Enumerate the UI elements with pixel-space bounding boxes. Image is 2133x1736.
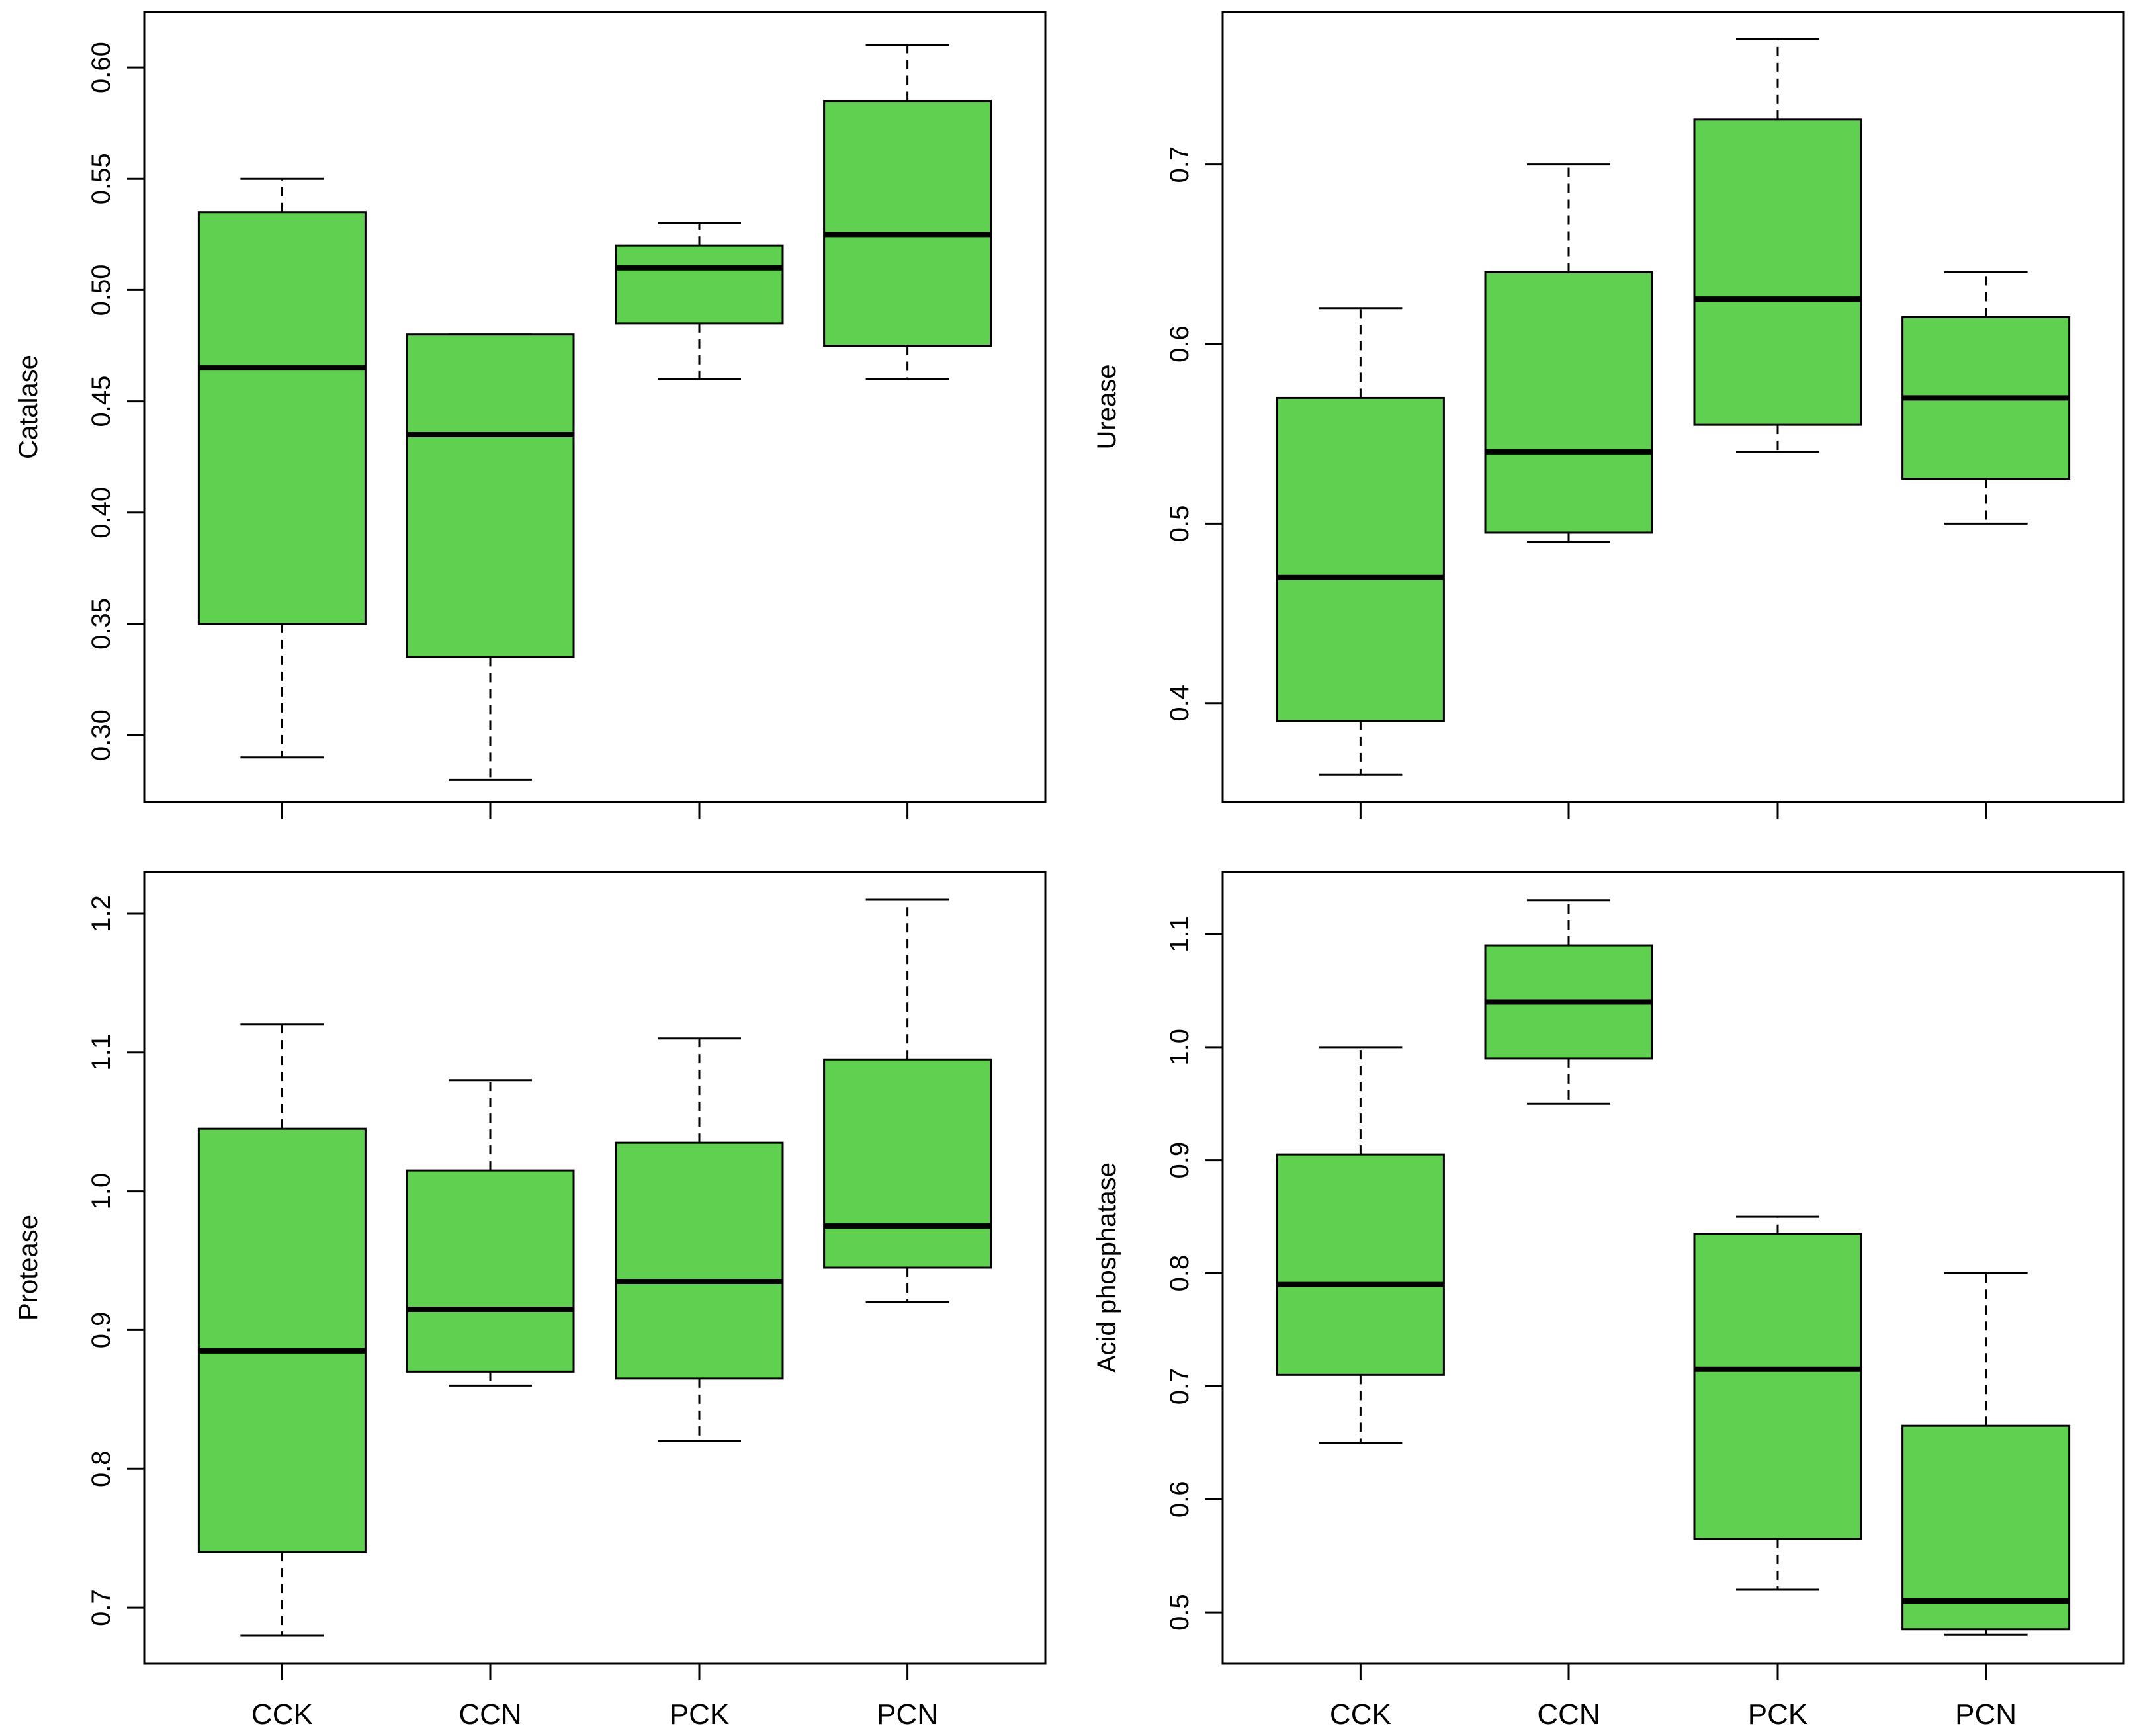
protease-y-axis-label: Protease (14, 1215, 43, 1321)
acid-phosphatase-y-axis-label: Acid phosphatase (1092, 1162, 1121, 1373)
urease-plot-frame (1221, 11, 2125, 803)
catalase-ytick-label: 0.55 (87, 153, 116, 204)
protease-cck-box (197, 1127, 367, 1553)
panel-protease: 0.7 0.8 0.9 1.0 1.1 1.2 Protease CCK CCN PCK PCN (14, 871, 1047, 1731)
protease-ytick-label: 0.7 (87, 1589, 116, 1626)
acid-phosphatase-pck-box (1693, 1233, 1862, 1540)
urease-ccn-box (1484, 271, 1653, 534)
urease-ytick-label: 0.4 (1165, 685, 1194, 722)
acid-phosphatase-ytick-label: 1.0 (1165, 1029, 1194, 1066)
acid-phosphatase-ytick-label: 0.7 (1165, 1368, 1194, 1405)
protease-x-category-label: CCN (458, 1698, 521, 1731)
acid-phosphatase-x-category-label: PCN (1955, 1698, 2017, 1731)
catalase-ytick-label: 0.30 (87, 709, 116, 761)
acid-phosphatase-x-category-label: CCN (1537, 1698, 1600, 1731)
catalase-ytick-label: 0.60 (87, 42, 116, 93)
protease-ytick-label: 1.0 (87, 1173, 116, 1210)
protease-pck-box (615, 1141, 784, 1380)
acid-phosphatase-x-category-label: PCK (1748, 1698, 1807, 1731)
panel-acid-phosphatase: 0.5 0.6 0.7 0.8 0.9 1.0 1.1 Acid phosphatase CCK… (1092, 871, 2125, 1731)
protease-ytick-label: 1.2 (87, 895, 116, 932)
catalase-ytick-label: 0.40 (87, 487, 116, 539)
acid-phosphatase-ytick-label: 0.8 (1165, 1255, 1194, 1292)
catalase-plot-frame (143, 11, 1047, 803)
catalase-ytick-label: 0.50 (87, 264, 116, 316)
catalase-pcn-box (823, 100, 992, 347)
protease-x-category-label: PCN (877, 1698, 938, 1731)
acid-phosphatase-cck-box (1276, 1153, 1445, 1376)
protease-ytick-label: 0.8 (87, 1450, 116, 1487)
urease-ytick-label: 0.7 (1165, 146, 1194, 183)
acid-phosphatase-ytick-label: 1.1 (1165, 916, 1194, 953)
panel-catalase: 0.30 0.35 0.40 0.45 0.50 0.55 0.60 Catalase (14, 11, 1047, 819)
urease-y-axis-label: Urease (1092, 365, 1121, 450)
urease-ytick-label: 0.6 (1165, 326, 1194, 363)
protease-plot-frame (143, 871, 1047, 1665)
acid-phosphatase-pcn-box (1901, 1424, 2071, 1631)
catalase-pck-box (615, 244, 784, 325)
protease-pcn-box (823, 1058, 992, 1269)
acid-phosphatase-x-category-label: CCK (1330, 1698, 1391, 1731)
urease-ytick-label: 0.5 (1165, 505, 1194, 542)
catalase-ytick-label: 0.45 (87, 376, 116, 427)
protease-ccn-box (406, 1169, 575, 1373)
protease-ytick-label: 0.9 (87, 1312, 116, 1349)
protease-x-category-label: CCK (251, 1698, 313, 1731)
protease-ytick-label: 1.1 (87, 1034, 116, 1071)
catalase-cck-box (197, 211, 367, 625)
urease-cck-box (1276, 396, 1445, 722)
catalase-y-axis-label: Catalase (14, 355, 43, 459)
acid-phosphatase-ytick-label: 0.5 (1165, 1594, 1194, 1631)
panel-urease: 0.4 0.5 0.6 0.7 Urease (1092, 11, 2125, 819)
acid-phosphatase-plot-frame (1221, 871, 2125, 1665)
acid-phosphatase-ytick-label: 0.9 (1165, 1142, 1194, 1179)
urease-pck-box (1693, 118, 1862, 426)
acid-phosphatase-ytick-label: 0.6 (1165, 1481, 1194, 1518)
catalase-ccn-box (406, 333, 575, 658)
catalase-ytick-label: 0.35 (87, 598, 116, 650)
protease-x-category-label: PCK (670, 1698, 729, 1731)
